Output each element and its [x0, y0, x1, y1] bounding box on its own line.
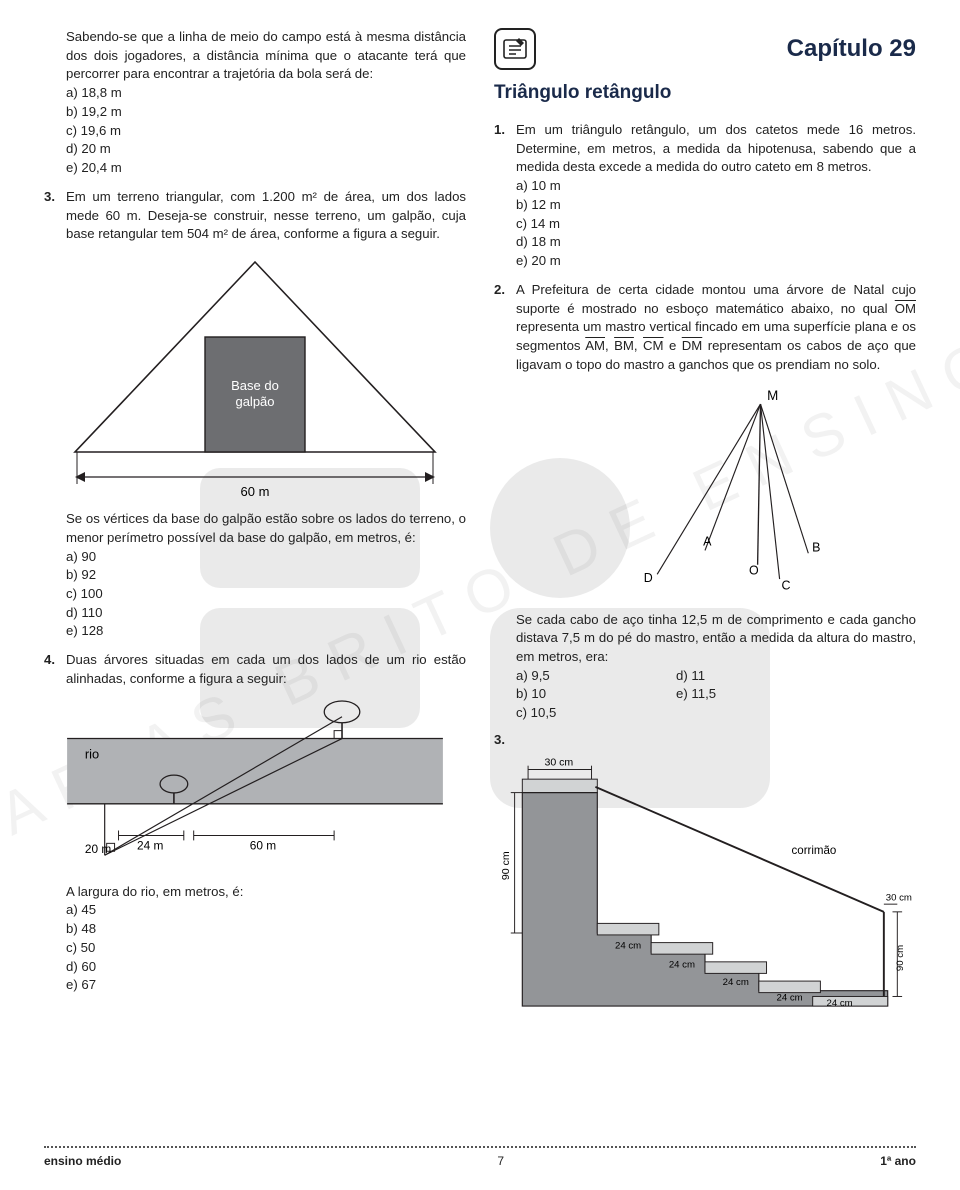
- svg-text:30 cm: 30 cm: [544, 758, 573, 769]
- svg-text:A: A: [703, 534, 712, 548]
- r-q1-number: 1.: [494, 121, 516, 271]
- svg-text:24 cm: 24 cm: [827, 998, 853, 1008]
- svg-text:M: M: [767, 388, 778, 403]
- footer-left: ensino médio: [44, 1154, 121, 1168]
- svg-text:90 cm: 90 cm: [895, 945, 906, 971]
- svg-text:corrimão: corrimão: [792, 845, 837, 857]
- svg-text:O: O: [749, 563, 759, 577]
- stairs-figure: 30 cm 90 cm corrimão 24 cm 24 cm 24 cm 2…: [495, 758, 915, 1008]
- r-q1-options: a) 10 m b) 12 m c) 14 m d) 18 m e) 20 m: [516, 177, 916, 271]
- r-q2d-text: Se cada cabo de aço tinha 12,5 m de comp…: [516, 611, 916, 667]
- svg-text:24 cm: 24 cm: [615, 940, 641, 951]
- mast-figure: M A B C D O: [545, 383, 865, 603]
- svg-text:60 m: 60 m: [250, 838, 276, 852]
- q4b-text: A largura do rio, em metros, é:: [66, 883, 466, 902]
- chapter-title: Capítulo 29: [550, 32, 916, 66]
- r-q2-number: 2.: [494, 281, 516, 375]
- svg-text:24 m: 24 m: [137, 838, 163, 852]
- q3-number: 3.: [44, 188, 66, 244]
- right-column: Capítulo 29 Triângulo retângulo 1. Em um…: [494, 28, 916, 1016]
- svg-text:D: D: [644, 570, 653, 584]
- q4-number: 4.: [44, 651, 66, 688]
- q3b-options: a) 90 b) 92 c) 100 d) 110 e) 128: [66, 548, 466, 642]
- svg-text:rio: rio: [85, 746, 99, 761]
- q3b-text: Se os vértices da base do galpão estão s…: [66, 510, 466, 547]
- footer-page: 7: [497, 1154, 504, 1168]
- svg-text:90 cm: 90 cm: [500, 851, 512, 880]
- r-q2-text: A Prefeitura de certa cidade montou uma …: [516, 281, 916, 375]
- svg-text:Base do: Base do: [231, 378, 279, 393]
- svg-text:20 m: 20 m: [85, 842, 111, 856]
- q3-text: Em um terreno triangular, com 1.200 m² d…: [66, 188, 466, 244]
- svg-text:B: B: [812, 540, 820, 554]
- svg-text:24 cm: 24 cm: [723, 977, 749, 988]
- svg-text:30 cm: 30 cm: [886, 892, 912, 903]
- svg-text:24 cm: 24 cm: [777, 992, 803, 1003]
- intro-text: Sabendo-se que a linha de meio do campo …: [66, 28, 466, 84]
- svg-text:60 m: 60 m: [241, 484, 270, 499]
- r-q2d-options: a) 9,5d) 11 b) 10e) 11,5 c) 10,5: [516, 667, 916, 723]
- section-title: Triângulo retângulo: [494, 80, 916, 107]
- svg-text:C: C: [782, 578, 791, 592]
- r-q3-number: 3.: [494, 731, 516, 750]
- page-footer: ensino médio 7 1ª ano: [44, 1146, 916, 1168]
- intro-options: a) 18,8 m b) 19,2 m c) 19,6 m d) 20 m e)…: [66, 84, 466, 178]
- left-column: Sabendo-se que a linha de meio do campo …: [44, 28, 466, 1016]
- svg-text:galpão: galpão: [235, 394, 274, 409]
- q4-text: Duas árvores situadas em cada um dos lad…: [66, 651, 466, 688]
- triangle-figure: Base do galpão 60 m: [65, 252, 445, 502]
- q4b-options: a) 45 b) 48 c) 50 d) 60 e) 67: [66, 901, 466, 995]
- r-q1-text: Em um triângulo retângulo, um dos cateto…: [516, 121, 916, 177]
- chapter-icon: [494, 28, 536, 70]
- river-figure: rio 20 m 24 m 60 m: [55, 697, 455, 875]
- footer-right: 1ª ano: [880, 1154, 916, 1168]
- svg-text:24 cm: 24 cm: [669, 959, 695, 970]
